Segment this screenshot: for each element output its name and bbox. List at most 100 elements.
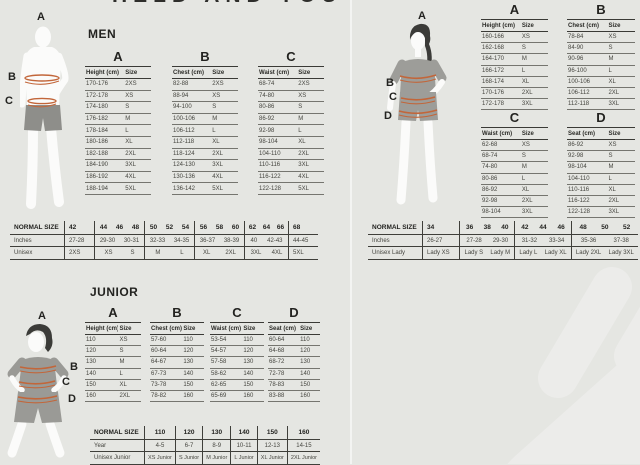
cell: XS [607, 31, 635, 44]
table-row: 172-178 XS [85, 90, 151, 103]
cell: 80-86 [481, 173, 521, 185]
value: 42-43 [267, 237, 283, 244]
table-row: 166-172 L [481, 65, 548, 77]
table-row: 116-122 2XL [567, 195, 635, 208]
cell: M [118, 356, 141, 369]
column-header: Size [607, 127, 635, 140]
cell: S [118, 345, 141, 358]
table-row: 67-73 140 [150, 368, 204, 380]
cell: 3XL [607, 98, 635, 111]
cell: M [124, 113, 151, 126]
cell: 178-184 [85, 124, 125, 137]
normal-cell: L Junior [231, 452, 257, 465]
cell: 162-168 [481, 42, 521, 55]
normal-label-column: NORMAL SIZE Inches Unisex Lady [368, 221, 422, 260]
table-row: 104-110 2XL [258, 148, 324, 161]
value: 35-36 [580, 237, 597, 244]
value: 56 [199, 224, 208, 231]
table-row: 120 S [85, 345, 141, 358]
cell: 118-124 [172, 148, 212, 161]
cell: XS [520, 31, 548, 44]
cell: 184-190 [85, 159, 125, 172]
value: Unisex Lady [372, 250, 406, 256]
value: 2XS [69, 250, 81, 256]
normal-cell: 110 [145, 426, 175, 440]
table-row: 100-106 M [172, 113, 238, 126]
cell: 68-74 [258, 78, 298, 91]
cell: 110 [299, 334, 320, 347]
women-figure-label-d: D [384, 110, 392, 122]
value: 130 [211, 429, 223, 436]
cell: 188-194 [85, 182, 125, 195]
normal-size-group: 110 4-5 XS Junior [144, 426, 175, 465]
table-row: 174-180 S [85, 101, 151, 114]
table-row: 90-96 M [567, 53, 635, 66]
table-row: 112-118 3XL [567, 98, 635, 111]
value: 160 [298, 429, 310, 436]
size-grid: Chest (cm) Size 57-60 110 60-64 120 64-67 130 67… [150, 322, 204, 403]
column-header: Height (cm) [85, 322, 119, 335]
value: XS Junior [148, 455, 172, 461]
value: Lady XL [544, 250, 567, 256]
column-header: Height (cm) [85, 66, 125, 79]
table-row: 84-90 S [567, 42, 635, 55]
women-figure-label-a: A [418, 10, 426, 22]
cell: 94-100 [172, 101, 212, 114]
table-row: 106-112 2XL [567, 87, 635, 100]
normal-cell: 160 [287, 426, 321, 440]
cell: XL [297, 136, 324, 149]
table-row: 140 L [85, 368, 141, 380]
cell: XL [607, 184, 635, 196]
men-normal-size-table: NORMAL SIZE Inches Unisex 42 27-28 2XS 44 46 48 2… [10, 221, 318, 260]
women-normal-size-table: NORMAL SIZE Inches Unisex Lady 34 26-27 Lady … [368, 221, 638, 260]
table-row: 150 XL [85, 379, 141, 391]
value: 38-39 [223, 237, 240, 244]
normal-cell: 140 [231, 426, 257, 440]
cell: 112-118 [172, 136, 212, 149]
normal-size-group: 140 10-11 L Junior [230, 426, 257, 465]
cell: 110-116 [567, 184, 608, 196]
value: 62 [248, 224, 257, 231]
normal-cell: XS Junior [145, 452, 175, 465]
value: 26-27 [427, 237, 443, 244]
cell: 86-92 [258, 113, 298, 126]
cell: L [297, 124, 324, 137]
cell: 90-96 [567, 53, 608, 66]
page-title-cropped: HELD AND YOU [112, 0, 343, 4]
table-row: 172-178 3XL [481, 98, 548, 111]
value: 58 [215, 224, 224, 231]
table-row: 57-60 110 [150, 334, 204, 347]
value: 50 [149, 224, 158, 231]
value: 34 [427, 224, 435, 231]
cell: 122-128 [258, 182, 298, 195]
size-grid: Waist (cm) Size 68-74 2XS 74-80 XS 80-86 S 86-92… [258, 66, 324, 195]
normal-cell: 44 46 48 [95, 221, 144, 235]
table-row: 60-64 110 [268, 334, 320, 347]
value: Lady M [490, 250, 511, 256]
cell: 86-92 [567, 139, 608, 152]
cell: 72-78 [268, 368, 300, 380]
table-row: 160 2XL [85, 390, 141, 403]
cell: XL [520, 76, 548, 88]
table-row: 130 M [85, 356, 141, 369]
cell: L [607, 65, 635, 77]
cell: 82-88 [172, 78, 212, 91]
table-row: 98-104 3XL [481, 206, 548, 219]
value: XL Junior [260, 455, 284, 461]
value: 140 [238, 429, 250, 436]
column-header: Seat (cm) [268, 322, 300, 335]
table-row: 106-112 L [172, 124, 238, 137]
normal-cell: Inches [368, 235, 422, 247]
junior-waist-table: C Waist (cm) Size 53-54 110 54-57 120 57-58 130… [210, 306, 264, 403]
women-chest-table: B Chest (cm) Size 78-84 XS 84-90 S 90-96 M 96-10… [567, 3, 635, 111]
cell: 88-94 [172, 90, 212, 103]
size-grid: Seat (cm) Size 60-64 110 64-68 120 68-72 130 72-… [268, 322, 320, 403]
normal-cell: 56 58 60 [195, 221, 244, 235]
cell: 2XS [297, 78, 324, 91]
women-waist-table: C Waist (cm) Size 62-68 XS 68-74 S 74-80 M 80-86… [481, 111, 548, 219]
size-grid: Chest (cm) Size 78-84 XS 84-90 S 90-96 M 96-100 L… [567, 19, 635, 111]
cell: 160 [85, 390, 119, 403]
normal-cell: 34 [423, 221, 460, 235]
normal-cell: S Junior [175, 452, 203, 465]
